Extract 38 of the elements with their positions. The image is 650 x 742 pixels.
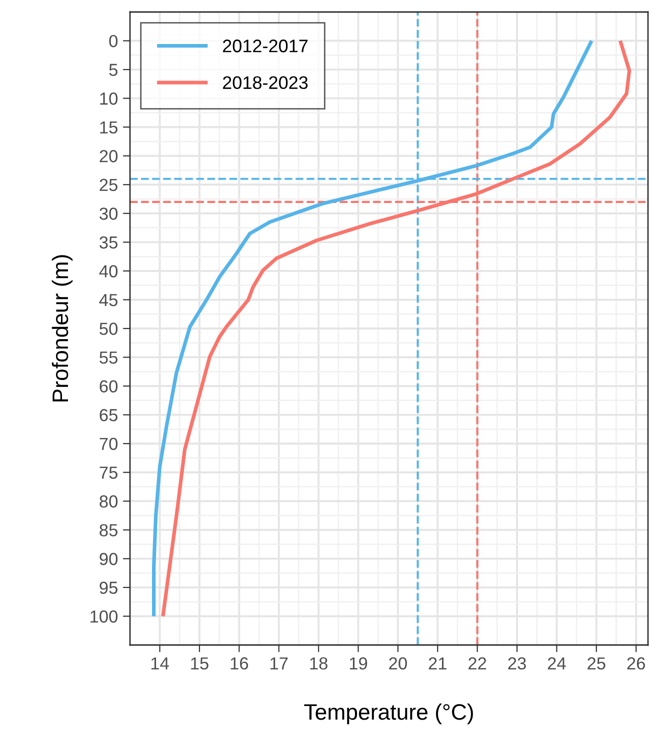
y-tick-label: 70 — [100, 438, 118, 450]
y-tick-label: 50 — [100, 322, 118, 335]
x-axis-title: Temperature (°C) — [304, 704, 473, 724]
y-tick-label: 55 — [100, 352, 118, 364]
y-axis-title: Profondeur (m) — [52, 255, 73, 402]
y-tick-label: 5 — [109, 64, 118, 76]
x-tick-label: 20 — [389, 657, 407, 670]
y-tick-label: 15 — [100, 121, 118, 134]
x-tick-label: 24 — [548, 657, 566, 670]
y-tick-label: 25 — [100, 178, 118, 192]
legend-label: 2012-2017 — [222, 40, 308, 52]
x-tick-label: 23 — [508, 657, 526, 670]
y-tick-label: 80 — [100, 495, 118, 508]
y-tick-label: 30 — [100, 208, 118, 220]
x-tick-label: 18 — [310, 657, 328, 670]
legend-label: 2018-2023 — [222, 76, 308, 90]
y-tick-label: 40 — [99, 265, 118, 278]
x-tick-label: 26 — [627, 657, 645, 670]
y-tick-label: 20 — [100, 150, 118, 162]
x-tick-label: 22 — [468, 657, 486, 670]
y-tick-label: 0 — [109, 34, 118, 48]
y-tick-label: 65 — [100, 408, 118, 422]
x-tick-label: 21 — [428, 657, 446, 670]
y-tick-label: 75 — [100, 466, 118, 479]
x-tick-label: 15 — [191, 657, 208, 670]
x-tick-label: 17 — [270, 657, 288, 670]
y-tick-label: 60 — [100, 380, 118, 393]
y-tick-label: 35 — [100, 236, 118, 249]
x-tick-label: 16 — [230, 657, 248, 670]
y-tick-label: 95 — [100, 582, 118, 594]
y-tick-label: 90 — [100, 552, 118, 566]
x-tick-label: 25 — [588, 657, 606, 670]
y-tick-label: 100 — [90, 610, 118, 623]
x-tick-label: 19 — [350, 657, 368, 670]
y-tick-label: 45 — [99, 294, 118, 306]
y-tick-label: 85 — [100, 524, 118, 536]
y-tick-label: 10 — [100, 92, 118, 105]
x-tick-label: 14 — [151, 657, 169, 670]
